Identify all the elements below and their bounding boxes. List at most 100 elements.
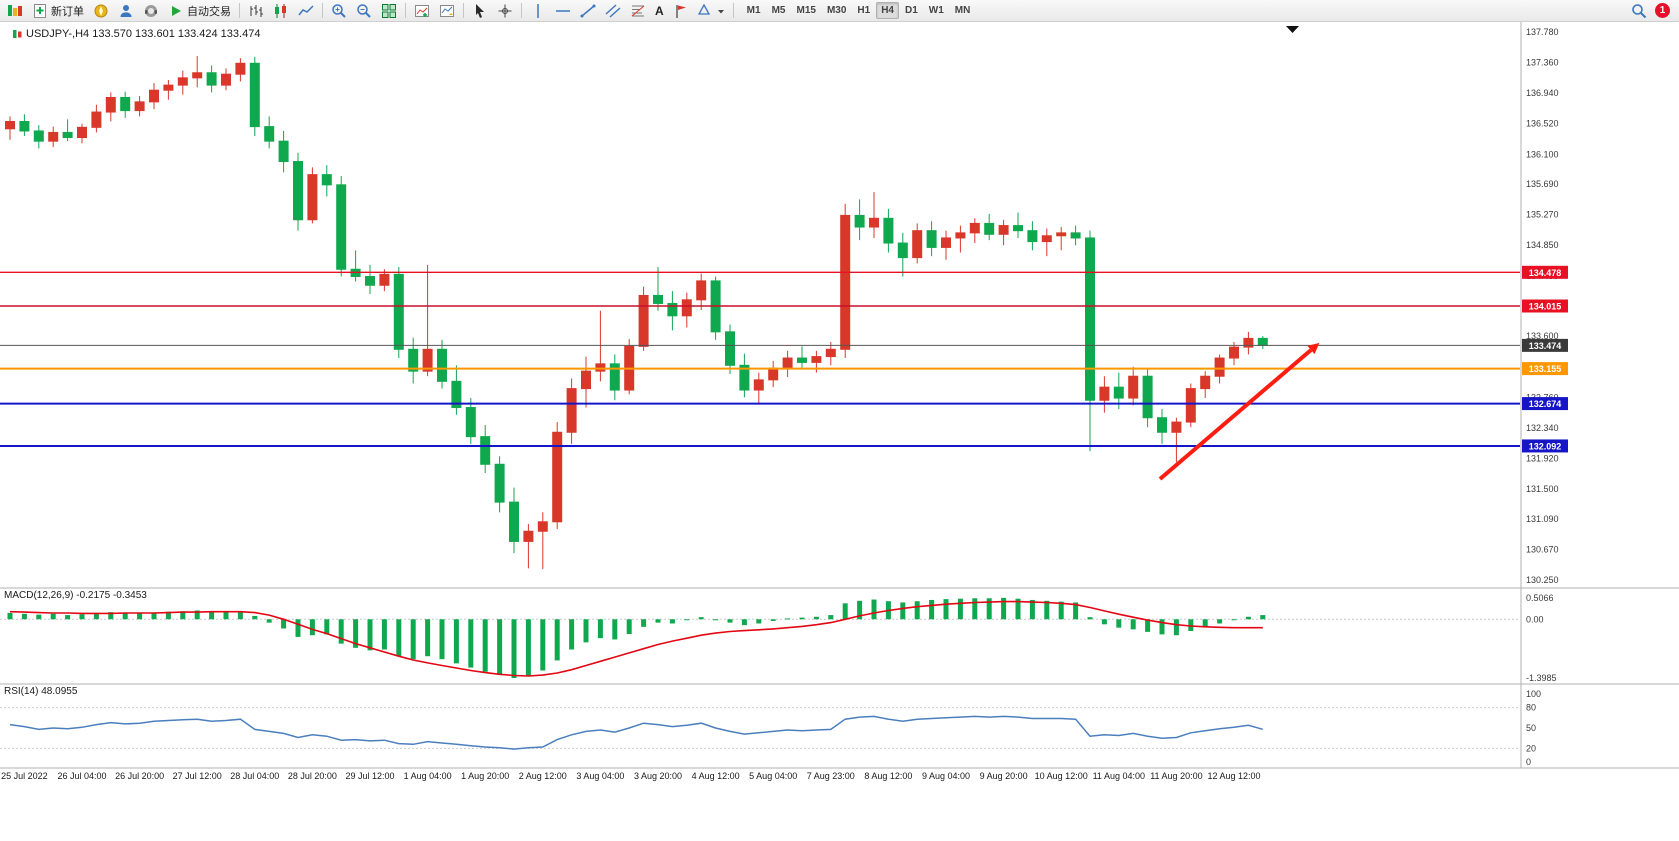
auto-trading-button[interactable]: 自动交易 <box>164 0 235 21</box>
svg-text:28 Jul 04:00: 28 Jul 04:00 <box>230 771 279 781</box>
candle-body <box>782 357 793 369</box>
svg-text:8 Aug 12:00: 8 Aug 12:00 <box>864 771 912 781</box>
cursor-button[interactable] <box>468 0 492 21</box>
zoom-in-button[interactable] <box>327 0 351 21</box>
macd-bar <box>7 612 13 620</box>
timeframe-button-H1[interactable]: H1 <box>857 5 871 16</box>
macd-bar <box>813 616 819 620</box>
svg-text:50: 50 <box>1526 723 1536 733</box>
macd-bar <box>727 619 733 623</box>
macd-bar <box>237 611 243 620</box>
candle-body <box>998 225 1009 235</box>
flag-icon <box>673 3 689 19</box>
bar-chart-button[interactable] <box>244 0 268 21</box>
macd-bar <box>626 619 632 634</box>
macd-bar <box>1116 619 1122 628</box>
candle-body <box>221 73 231 86</box>
candle-body <box>581 370 591 390</box>
candle-body <box>955 232 966 239</box>
candlestick-chart-button[interactable] <box>269 0 293 21</box>
app-chart-button[interactable] <box>3 0 27 21</box>
chart-template-icon <box>439 3 455 19</box>
candle-body <box>393 273 404 350</box>
svg-text:10 Aug 12:00: 10 Aug 12:00 <box>1035 771 1088 781</box>
candle-body <box>681 299 692 317</box>
symbol-icon <box>13 29 22 39</box>
market-watch-button[interactable] <box>89 0 113 21</box>
zoom-out-button[interactable] <box>352 0 376 21</box>
macd-bar <box>1073 602 1079 620</box>
indicators-button[interactable] <box>410 0 434 21</box>
trendline-button[interactable] <box>576 0 600 21</box>
timeframe-button-H4[interactable]: H4 <box>876 2 899 19</box>
trend-arrow[interactable] <box>1158 342 1320 481</box>
macd-bar <box>612 619 618 640</box>
macd-bar <box>597 619 603 639</box>
shapes-dropdown-button[interactable] <box>694 0 729 21</box>
macd-bar <box>583 619 589 643</box>
macd-bar <box>1029 599 1035 620</box>
macd-bar <box>741 619 747 626</box>
timeframe-button-M30[interactable]: M30 <box>826 5 847 16</box>
svg-text:26 Jul 20:00: 26 Jul 20:00 <box>115 771 164 781</box>
macd-bar <box>468 619 474 668</box>
chart-template-button[interactable] <box>435 0 459 21</box>
toolbar-separator <box>322 3 323 18</box>
macd-histogram <box>7 597 1266 679</box>
timeframe-button-W1[interactable]: W1 <box>928 5 944 16</box>
candle-body <box>264 126 275 142</box>
auto-trading-label: 自动交易 <box>187 5 231 18</box>
rsi-line <box>9 715 1264 750</box>
candle-body <box>1185 388 1196 423</box>
macd-signal-line <box>9 600 1263 677</box>
time-axis: 25 Jul 2022 26 Jul 04:00 26 Jul 20:00 27 Ju… <box>1 771 1260 781</box>
tile-windows-icon <box>381 3 397 19</box>
candle-body <box>1013 225 1023 232</box>
svg-text:136.940: 136.940 <box>1526 88 1559 98</box>
crosshair-button[interactable] <box>493 0 517 21</box>
line-chart-button[interactable] <box>294 0 318 21</box>
channel-button[interactable] <box>601 0 625 21</box>
text-label-button[interactable] <box>669 0 693 21</box>
macd-bar <box>1145 619 1151 632</box>
svg-text:135.270: 135.270 <box>1526 210 1559 220</box>
candle-body <box>595 363 606 372</box>
candle-body <box>192 72 203 79</box>
new-order-button[interactable]: 新订单 <box>28 0 88 21</box>
profile-button[interactable] <box>114 0 138 21</box>
price-badge <box>1522 265 1568 279</box>
svg-text:29 Jul 12:00: 29 Jul 12:00 <box>345 771 394 781</box>
macd-bar <box>1260 615 1266 620</box>
candle-body <box>1243 337 1254 348</box>
timeframe-button-M5[interactable]: M5 <box>771 5 786 16</box>
candle-body <box>667 302 678 317</box>
timeframe-button-D1[interactable]: D1 <box>904 5 918 16</box>
notification-badge[interactable]: 1 <box>1655 3 1670 18</box>
candle-body <box>1157 417 1167 433</box>
timeframe-button-M15[interactable]: M15 <box>796 5 816 16</box>
candle-body <box>494 463 505 503</box>
timeframe-button-MN[interactable]: MN <box>954 5 971 16</box>
price-level-lines[interactable] <box>0 271 1520 447</box>
candle-body <box>249 62 260 128</box>
macd-bar <box>972 598 978 620</box>
candle-body <box>897 242 908 259</box>
vertical-line-button[interactable] <box>526 0 550 21</box>
tile-windows-button[interactable] <box>377 0 401 21</box>
toolbar-separator <box>732 3 734 18</box>
horizontal-line-button[interactable] <box>551 0 575 21</box>
support-button[interactable] <box>139 0 163 21</box>
rsi-level-lines <box>0 707 1520 749</box>
fibonacci-button[interactable] <box>626 0 650 21</box>
svg-text:1 Aug 04:00: 1 Aug 04:00 <box>404 771 452 781</box>
svg-text:0.00: 0.00 <box>1526 614 1544 624</box>
timeframe-button-M1[interactable]: M1 <box>746 5 761 16</box>
svg-text:130.670: 130.670 <box>1526 544 1559 554</box>
svg-text:132.092: 132.092 <box>1529 441 1562 451</box>
chart-shift-marker[interactable] <box>1286 26 1299 33</box>
search-button[interactable] <box>1627 0 1651 21</box>
text-tool-button[interactable]: A <box>651 0 668 21</box>
macd-bar <box>1058 601 1064 620</box>
macd-bar <box>482 619 488 672</box>
